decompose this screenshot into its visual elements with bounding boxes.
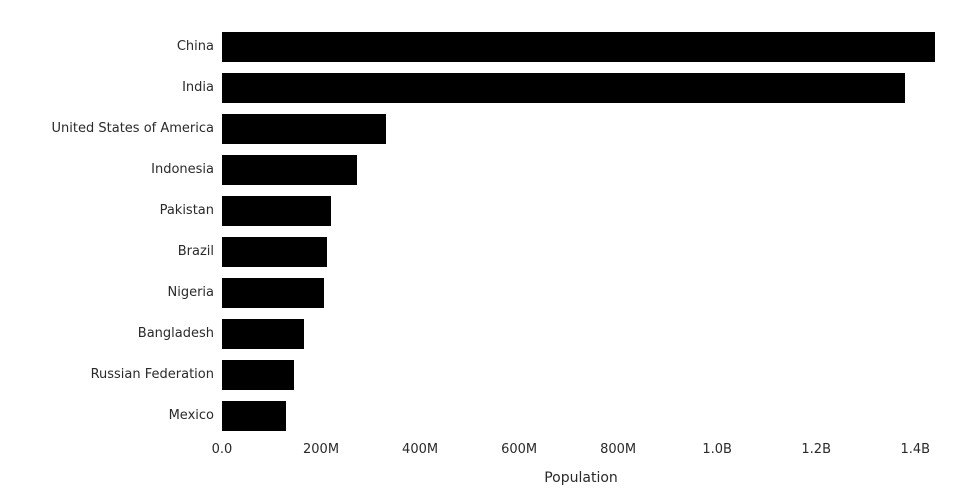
- x-tick-label: 1.2B: [801, 442, 831, 457]
- y-axis-spacer: [0, 442, 222, 460]
- x-tick-label: 400M: [402, 442, 439, 457]
- x-tick-label: 600M: [501, 442, 538, 457]
- bar: [222, 154, 358, 185]
- bar: [222, 359, 295, 390]
- bar-track: [222, 31, 940, 62]
- bar-row: Russian Federation: [0, 354, 960, 395]
- bar-row: United States of America: [0, 108, 960, 149]
- category-label: Pakistan: [159, 203, 214, 218]
- x-axis-title: Population: [544, 470, 618, 486]
- bar-track: [222, 72, 940, 103]
- bar: [222, 113, 386, 144]
- category-label: Nigeria: [167, 285, 214, 300]
- category-label: Russian Federation: [90, 367, 214, 382]
- bar-track: [222, 318, 940, 349]
- x-tick-label: 0.0: [211, 442, 233, 457]
- bar-row: India: [0, 67, 960, 108]
- bar-track: [222, 359, 940, 390]
- x-axis-ticks: 0.0 200M 400M 600M 800M 1.0B 1.2B 1.4B: [212, 442, 940, 460]
- bar: [222, 400, 286, 431]
- category-label: Indonesia: [151, 162, 214, 177]
- x-tick-label: 1.4B: [900, 442, 931, 457]
- x-tick-label: 200M: [303, 442, 340, 457]
- bar-row: China: [0, 26, 960, 67]
- category-label: Mexico: [168, 408, 214, 423]
- bar-track: [222, 195, 940, 226]
- bar: [222, 195, 332, 226]
- bar-row: Brazil: [0, 231, 960, 272]
- x-axis: 0.0 200M 400M 600M 800M 1.0B 1.2B 1.4B: [0, 442, 960, 460]
- bar-row: Bangladesh: [0, 313, 960, 354]
- category-label: Brazil: [177, 244, 214, 259]
- x-axis-title-row: Population: [0, 470, 960, 486]
- category-label: United States of America: [51, 121, 214, 136]
- y-axis-spacer: [0, 470, 222, 486]
- bar-track: [222, 400, 940, 431]
- bar-row: Pakistan: [0, 190, 960, 231]
- x-tick-label: 800M: [600, 442, 637, 457]
- bar: [222, 31, 935, 62]
- category-label: China: [176, 39, 214, 54]
- bar-row: Mexico: [0, 395, 960, 436]
- plot-area: China India United States of America Indone…: [0, 26, 960, 436]
- bar: [222, 318, 304, 349]
- bar: [222, 236, 327, 267]
- bar-track: [222, 113, 940, 144]
- bar-row: Indonesia: [0, 149, 960, 190]
- category-label: India: [182, 80, 214, 95]
- category-label: Bangladesh: [137, 326, 214, 341]
- bar: [222, 277, 324, 308]
- bar-row: Nigeria: [0, 272, 960, 313]
- x-tick-label: 1.0B: [702, 442, 732, 457]
- bar-track: [222, 277, 940, 308]
- bar-track: [222, 236, 940, 267]
- bar-track: [222, 154, 940, 185]
- bar: [222, 72, 906, 103]
